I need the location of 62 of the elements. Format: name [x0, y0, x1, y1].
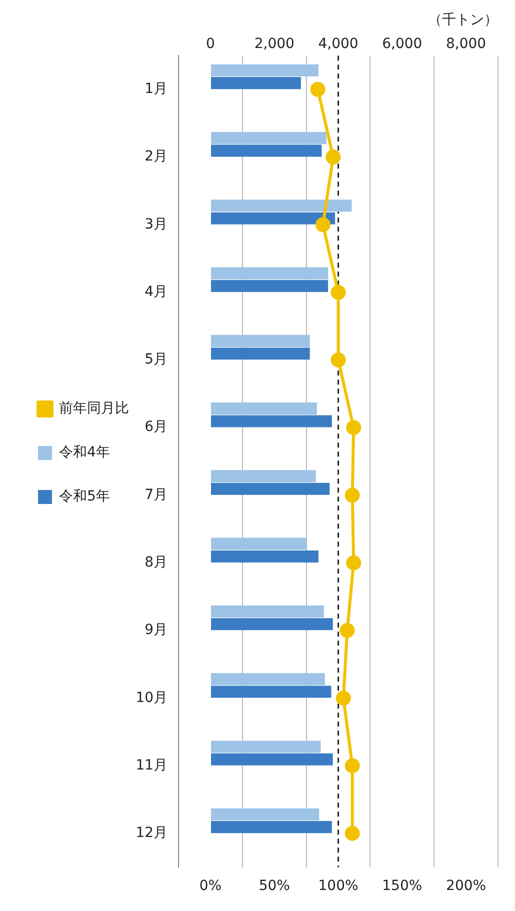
bar — [211, 673, 325, 686]
point — [336, 690, 351, 706]
bar — [211, 740, 321, 753]
bar — [211, 605, 324, 618]
y-tick-label: 8月 — [144, 554, 168, 570]
x2-tick-label: 50% — [258, 878, 290, 894]
bar — [211, 753, 333, 766]
point — [344, 488, 360, 503]
y-tick-label: 11月 — [136, 757, 168, 774]
y-tick-label: 6月 — [144, 419, 168, 436]
y-tick-label: 10月 — [136, 690, 168, 706]
point — [346, 555, 362, 570]
point — [330, 352, 346, 368]
point — [326, 150, 341, 165]
bar — [211, 415, 332, 428]
x-tick-label: 0 — [206, 36, 215, 52]
point — [344, 758, 360, 774]
bar — [211, 550, 318, 563]
x-axis-title: （千トン） — [428, 12, 498, 28]
y-tick-label: 5月 — [144, 352, 168, 368]
point — [310, 82, 326, 97]
bar — [211, 77, 301, 90]
y-tick-label: 9月 — [144, 622, 168, 638]
bar — [211, 212, 336, 224]
bar — [211, 686, 332, 698]
bar — [211, 402, 317, 415]
y-tick-label: 2月 — [144, 148, 168, 165]
y-tick-label: 12月 — [136, 825, 168, 842]
bar — [211, 808, 320, 820]
x-tick-label: 4,000 — [318, 36, 358, 52]
point — [330, 284, 346, 300]
x-tick-label: 8,000 — [446, 36, 486, 52]
bar — [211, 334, 310, 347]
bar — [211, 144, 322, 157]
point — [340, 622, 355, 638]
bar — [211, 200, 352, 212]
legend-label: 前年同月比 — [59, 400, 129, 417]
point — [344, 826, 360, 841]
y-tick-label: 7月 — [144, 486, 168, 503]
y-tick-label: 3月 — [144, 216, 168, 232]
x-tick-label: 2,000 — [254, 36, 294, 52]
x2-tick-label: 150% — [382, 878, 422, 894]
bar — [211, 132, 326, 144]
x-tick-label: 6,000 — [382, 36, 422, 52]
bar — [211, 821, 332, 834]
legend-label: 令和4年 — [59, 444, 110, 461]
bar — [211, 470, 316, 482]
bar — [211, 538, 307, 550]
x2-tick-label: 200% — [446, 878, 486, 894]
bar — [211, 267, 328, 280]
bar — [211, 618, 333, 630]
bar — [211, 482, 330, 495]
point — [346, 420, 362, 436]
y-tick-label: 1月 — [144, 81, 168, 98]
point — [315, 217, 330, 232]
x2-tick-label: 100% — [318, 878, 358, 894]
bar — [211, 348, 310, 360]
x2-tick-label: 0% — [199, 878, 222, 894]
legend-label: 令和5年 — [59, 488, 110, 505]
y-tick-label: 4月 — [144, 284, 168, 300]
bar — [211, 64, 318, 76]
bar — [211, 280, 328, 292]
